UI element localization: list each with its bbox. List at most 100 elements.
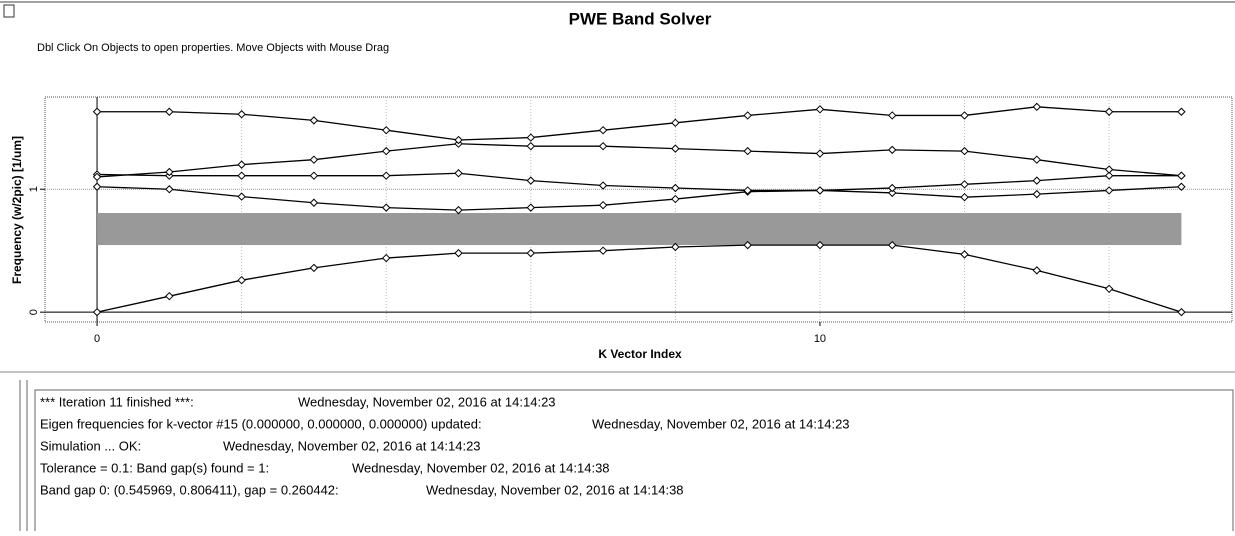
band-point	[815, 105, 825, 114]
band-point	[960, 180, 969, 189]
band-point	[815, 240, 825, 250]
band-point	[671, 118, 680, 128]
band-point	[1032, 155, 1042, 164]
band-line	[97, 106, 1182, 141]
x-axis-label: K Vector Index	[598, 347, 682, 361]
band-point	[165, 291, 174, 301]
x-tick-label: 0	[94, 333, 100, 345]
window-icon[interactable]	[3, 4, 15, 18]
band-point	[309, 171, 319, 180]
hint-text: Dbl Click On Objects to open properties.…	[37, 42, 389, 54]
band-point	[960, 192, 969, 202]
log-message: Simulation ... OK:	[40, 438, 141, 453]
band-point	[526, 248, 535, 258]
band-point	[526, 141, 535, 151]
band-point	[743, 111, 752, 120]
band-point	[1032, 266, 1042, 275]
y-tick-label: 1	[28, 186, 40, 192]
band-point	[888, 145, 897, 155]
band-point	[1177, 107, 1186, 116]
band-point	[309, 116, 319, 125]
band-point	[165, 185, 174, 194]
log-time: Wednesday, November 02, 2016 at 14:14:38	[352, 460, 610, 475]
band-point	[237, 275, 246, 285]
band-point	[960, 111, 969, 120]
band-point	[743, 146, 752, 156]
band-point	[1104, 284, 1114, 294]
plot-frame	[44, 96, 1233, 323]
band-line	[97, 186, 1182, 211]
band-point	[1177, 182, 1186, 191]
band-point	[598, 246, 608, 255]
band-point	[671, 194, 680, 204]
log-time: Wednesday, November 02, 2016 at 14:14:23	[223, 438, 481, 453]
band-point	[92, 107, 102, 116]
band-point	[888, 111, 897, 120]
band-point	[454, 205, 463, 215]
band-point	[309, 263, 319, 273]
band-gap	[97, 213, 1182, 246]
band-point	[237, 110, 246, 119]
band-point	[671, 183, 680, 193]
band-line	[97, 143, 1182, 178]
band-point	[598, 141, 608, 151]
band-point	[1104, 165, 1114, 174]
band-line	[97, 172, 1182, 192]
log-message: *** Iteration 11 finished ***:	[40, 394, 194, 409]
y-tick-label: 0	[28, 309, 40, 315]
band-point	[1104, 186, 1114, 195]
band-point	[598, 181, 608, 190]
log-time: Wednesday, November 02, 2016 at 14:14:23	[298, 394, 556, 409]
y-axis-label: Frequency (w/2pic) [1/um]	[10, 136, 24, 284]
log-message: Band gap 0: (0.545969, 0.806411), gap = …	[40, 482, 339, 497]
band-point	[960, 146, 969, 156]
band-point	[454, 169, 463, 178]
band-point	[1032, 176, 1042, 185]
band-point	[1032, 189, 1042, 199]
band-point	[382, 203, 391, 212]
band-point	[671, 144, 680, 153]
log-panel	[34, 389, 1234, 536]
band-point	[382, 146, 391, 156]
band-point	[1177, 171, 1186, 180]
band-point	[237, 171, 246, 180]
band-point	[309, 155, 319, 164]
x-tick-label: 10	[814, 333, 826, 345]
band-point	[309, 198, 319, 207]
band-point	[454, 135, 463, 145]
band-point	[92, 182, 102, 191]
band-line	[96, 244, 1182, 313]
band-point	[454, 248, 463, 258]
band-point	[743, 240, 752, 250]
band-point	[815, 149, 825, 158]
band-point	[526, 176, 535, 185]
band-point	[237, 192, 246, 201]
band-point	[598, 200, 608, 210]
band-point	[888, 188, 897, 198]
band-point	[671, 242, 680, 252]
window-title: PWE Band Solver	[569, 9, 712, 28]
band-point	[598, 125, 608, 135]
band-point	[1104, 107, 1114, 116]
band-point	[165, 167, 174, 177]
log-time: Wednesday, November 02, 2016 at 14:14:23	[592, 416, 850, 431]
log-message: Tolerance = 0.1: Band gap(s) found = 1:	[40, 460, 269, 475]
band-point	[92, 307, 102, 317]
band-point	[382, 171, 391, 180]
band-point	[815, 186, 825, 195]
log-time: Wednesday, November 02, 2016 at 14:14:38	[426, 482, 684, 497]
band-point	[92, 172, 102, 182]
band-point	[1104, 171, 1114, 180]
band-point	[165, 107, 174, 116]
band-point	[382, 253, 391, 263]
log-message: Eigen frequencies for k-vector #15 (0.00…	[40, 416, 482, 431]
band-point	[1032, 102, 1042, 112]
band-point	[526, 203, 535, 212]
band-point	[237, 160, 246, 169]
band-point	[1177, 307, 1186, 317]
band-point	[382, 125, 391, 135]
band-point	[888, 183, 897, 193]
band-point	[888, 240, 897, 250]
band-point	[526, 133, 535, 142]
